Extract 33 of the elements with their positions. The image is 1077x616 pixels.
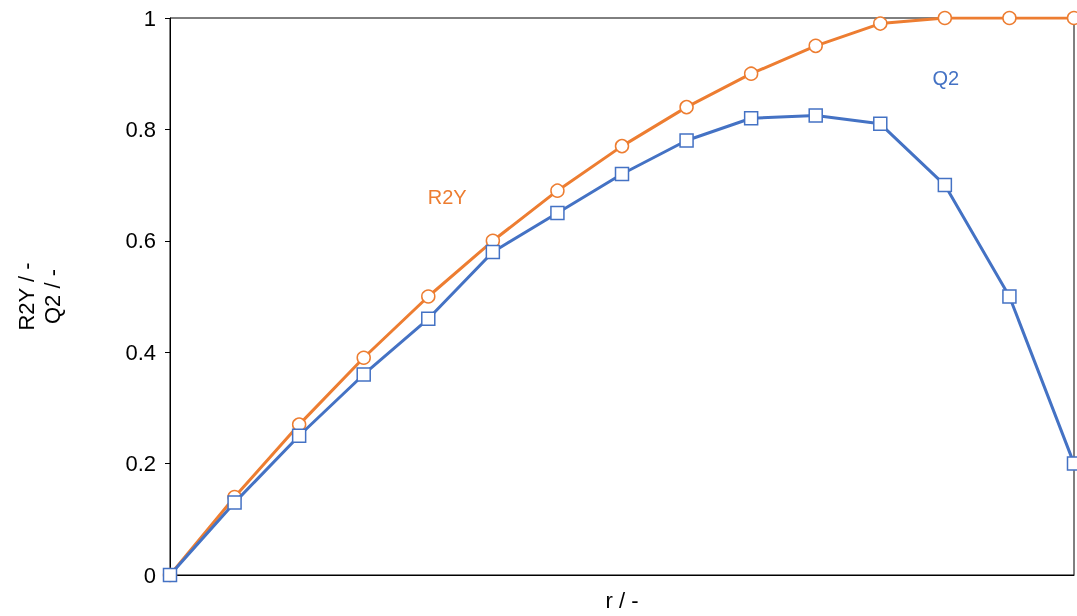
y-axis-title: R2Y / - Q2 / -: [13, 262, 65, 331]
text: Q2: [932, 66, 960, 89]
y-tick-label: 0.2: [125, 451, 156, 477]
y-tick-label: 0.8: [125, 116, 156, 142]
point: [873, 116, 888, 132]
point: [743, 66, 759, 81]
point: [808, 38, 823, 54]
point: [1002, 289, 1017, 304]
point: [743, 111, 759, 126]
point: [550, 183, 565, 198]
point: [614, 138, 630, 154]
point: [873, 16, 888, 31]
point: [356, 367, 371, 382]
point: [421, 289, 436, 304]
point: [291, 428, 307, 443]
point: [485, 244, 501, 260]
y-tick-label: 1: [143, 5, 156, 31]
point: [614, 166, 630, 182]
series-label: R2Y: [427, 185, 467, 208]
point: [227, 495, 242, 510]
y-tick-label: 0.6: [125, 228, 156, 254]
point: [550, 205, 565, 221]
point: [356, 350, 371, 366]
x-axis-title: r / -: [605, 587, 639, 613]
y-tick-label: 0.4: [125, 339, 156, 365]
point: [679, 99, 694, 115]
point: [937, 10, 953, 26]
point: [421, 311, 436, 327]
point: [937, 177, 953, 193]
y-tick-label: 0: [143, 562, 156, 588]
point: [679, 133, 694, 148]
point: [808, 108, 823, 123]
point: [1002, 10, 1017, 26]
